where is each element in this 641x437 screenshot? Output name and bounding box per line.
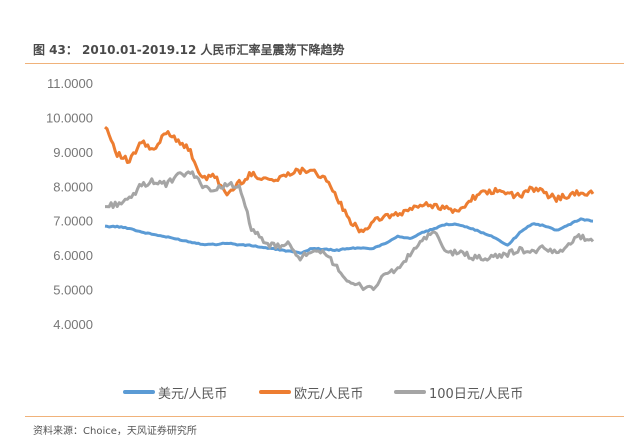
legend-item-jpy: 100日元/人民币 xyxy=(394,382,523,402)
series-line-usd xyxy=(104,217,594,255)
y-tick-label: 10.0000 xyxy=(46,110,93,125)
y-axis: 11.0000 10.0000 9.0000 8.0000 7.0000 6.0000 5.… xyxy=(46,76,93,332)
legend-swatch-jpy xyxy=(394,390,426,394)
series-line-eur xyxy=(104,125,595,234)
source-note: 资料来源：Choice，天风证券研究所 xyxy=(33,426,197,437)
figure-title: 图 43： 2010.01-2019.12 人民币汇率呈震荡下降趋势 xyxy=(33,43,345,57)
y-tick-label: 8.0000 xyxy=(53,179,93,194)
series-layer xyxy=(104,125,595,291)
series-line-jpy xyxy=(105,170,595,291)
legend-item-usd: 美元/人民币 xyxy=(123,382,227,402)
source-rule xyxy=(25,416,624,417)
legend-item-eur: 欧元/人民币 xyxy=(259,382,363,402)
legend-swatch-usd xyxy=(123,390,155,394)
y-tick-label: 11.0000 xyxy=(47,76,93,91)
legend-label-jpy: 100日元/人民币 xyxy=(429,386,524,402)
title-rule xyxy=(25,63,624,64)
legend-swatch-eur xyxy=(259,390,291,394)
legend-label-eur: 欧元/人民币 xyxy=(294,386,364,402)
y-tick-label: 7.0000 xyxy=(53,214,93,229)
y-tick-label: 6.0000 xyxy=(53,248,93,263)
legend-label-usd: 美元/人民币 xyxy=(158,386,228,402)
y-tick-label: 9.0000 xyxy=(53,145,93,160)
legend: 美元/人民币 欧元/人民币 100日元/人民币 xyxy=(0,382,641,402)
y-tick-label: 4.0000 xyxy=(53,317,93,332)
y-tick-label: 5.0000 xyxy=(53,283,93,298)
